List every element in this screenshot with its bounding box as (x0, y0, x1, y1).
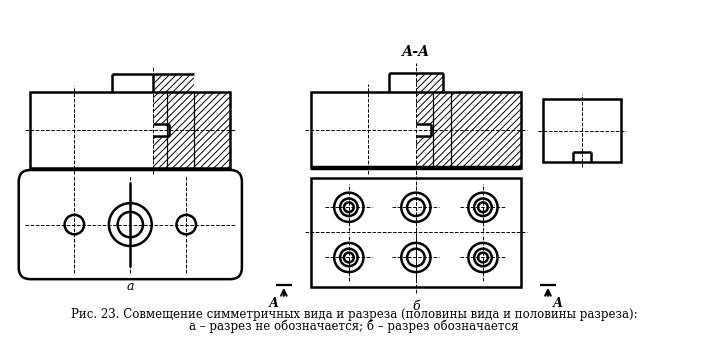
Bar (311, 178, 520, 287)
Bar (543, 99, 621, 162)
Text: А: А (269, 297, 279, 310)
Text: а: а (127, 280, 134, 293)
Text: А: А (553, 297, 563, 310)
Text: Рис. 23. Совмещение симметричных вида и разреза (половины вида и половины разрез: Рис. 23. Совмещение симметричных вида и … (71, 308, 637, 321)
Bar (30, 92, 230, 168)
Bar (311, 92, 520, 168)
Text: а – разрез не обозначается; б – разрез обозначается: а – разрез не обозначается; б – разрез о… (189, 319, 519, 333)
Text: б: б (412, 300, 420, 313)
FancyBboxPatch shape (18, 170, 242, 279)
Text: А-А: А-А (401, 45, 430, 59)
